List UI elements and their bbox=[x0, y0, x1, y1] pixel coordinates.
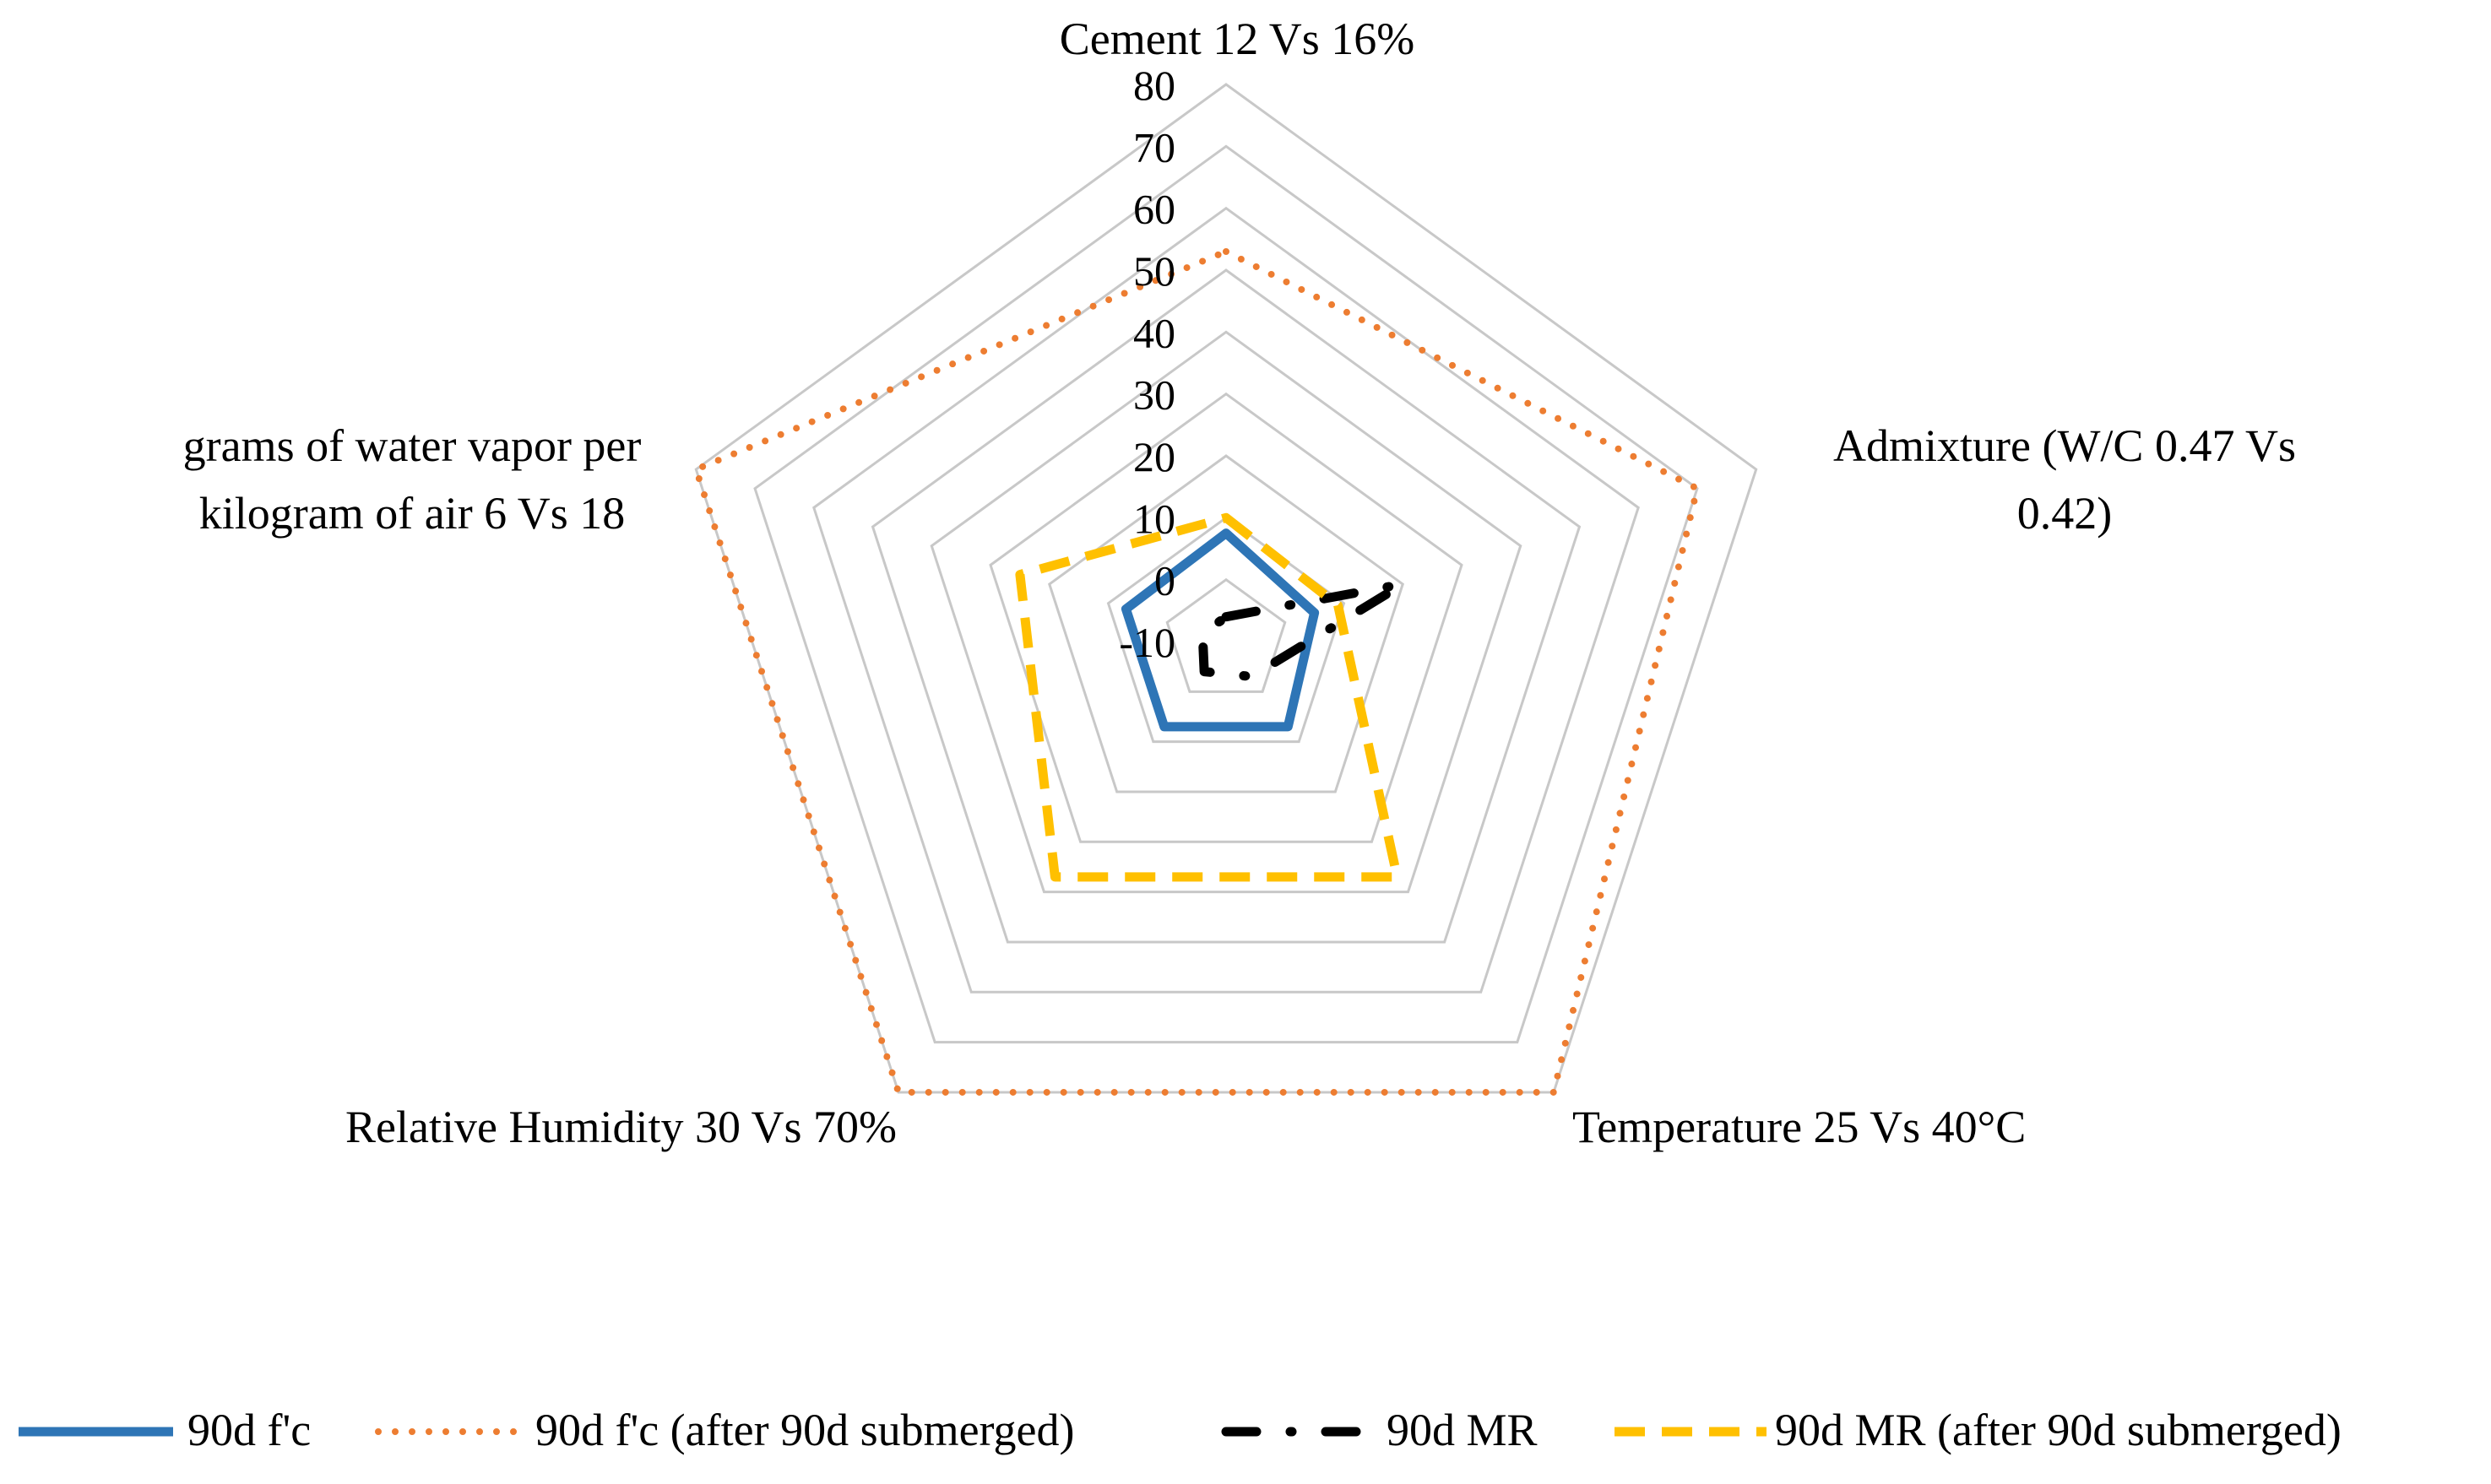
gridline-80 bbox=[694, 83, 1758, 1094]
axis-label-0: Cement 12 Vs 16% bbox=[1060, 14, 1414, 64]
axis-label-4: grams of water vapor per kilogram of air … bbox=[183, 420, 642, 539]
axis-label-1: Admixture (W/C 0.47 Vs 0.42) bbox=[1833, 420, 2296, 539]
tick-label-70: 70 bbox=[1133, 123, 1175, 171]
tick-layer: 80 70 60 50 40 30 20 10 0 -10 bbox=[1119, 62, 1175, 666]
series-line-0 bbox=[1121, 528, 1320, 732]
axis-label-2: Temperature 25 Vs 40°C bbox=[1572, 1102, 2026, 1152]
gridline-70 bbox=[753, 144, 1699, 1044]
tick-label--10: -10 bbox=[1119, 619, 1175, 666]
gridline-30 bbox=[989, 392, 1463, 843]
series-line-1 bbox=[692, 248, 1701, 1096]
tick-label-40: 40 bbox=[1133, 309, 1175, 356]
legend-layer: 90d f'c 90d f'c (after 90d submerged) 90d … bbox=[19, 1405, 2342, 1455]
axis-label-1-line-0: Admixture (W/C 0.47 Vs bbox=[1833, 420, 2296, 471]
axis-label-0-line-0: Cement 12 Vs 16% bbox=[1060, 14, 1414, 64]
gridline-60 bbox=[812, 206, 1640, 994]
series-layer bbox=[692, 248, 1701, 1096]
gridline-50 bbox=[871, 268, 1582, 944]
tick-label-60: 60 bbox=[1133, 186, 1175, 233]
tick-label-80: 80 bbox=[1133, 62, 1175, 109]
legend-label-1: 90d f'c (after 90d submerged) bbox=[535, 1405, 1075, 1455]
legend-label-0: 90d f'c bbox=[187, 1405, 311, 1455]
gridline-0 bbox=[1165, 577, 1287, 693]
axis-label-3-line-0: Relative Humidity 30 Vs 70% bbox=[345, 1102, 897, 1152]
tick-label-10: 10 bbox=[1133, 495, 1175, 542]
legend-label-2: 90d MR bbox=[1387, 1405, 1538, 1455]
series-line-3 bbox=[1015, 512, 1403, 882]
tick-label-0: 0 bbox=[1154, 557, 1175, 604]
axis-label-layer: Cement 12 Vs 16% Admixture (W/C 0.47 Vs 0.… bbox=[183, 14, 2296, 1152]
axis-label-4-line-1: kilogram of air 6 Vs 18 bbox=[199, 488, 625, 539]
axis-label-3: Relative Humidity 30 Vs 70% bbox=[345, 1102, 897, 1152]
gridline-20 bbox=[1048, 454, 1404, 793]
tick-label-30: 30 bbox=[1133, 371, 1175, 419]
tick-label-20: 20 bbox=[1133, 433, 1175, 480]
gridline-40 bbox=[930, 330, 1522, 894]
grid-layer bbox=[694, 83, 1758, 1094]
axis-label-4-line-0: grams of water vapor per bbox=[183, 420, 642, 471]
legend-label-3: 90d MR (after 90d submerged) bbox=[1775, 1405, 2342, 1455]
axis-label-1-line-1: 0.42) bbox=[2017, 488, 2112, 539]
axis-label-2-line-0: Temperature 25 Vs 40°C bbox=[1572, 1102, 2026, 1152]
tick-label-50: 50 bbox=[1133, 247, 1175, 295]
